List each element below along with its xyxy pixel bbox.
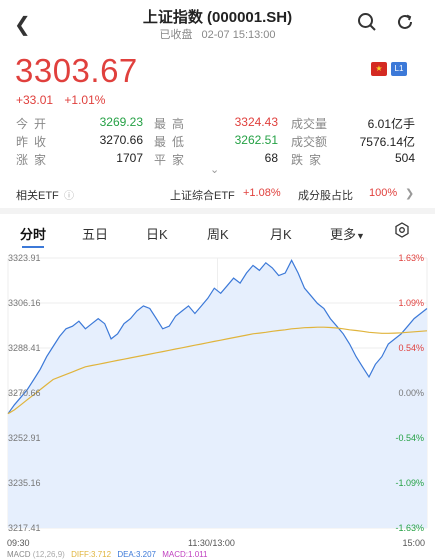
component-value: 100% [369,187,398,199]
expand-chevron-icon[interactable]: ⌄ [210,164,220,176]
y-tick-label-left: 3217.41 [8,523,41,533]
quote-row: 涨家 1707 平家 68 跌家 504 [16,149,421,167]
level1-badge[interactable]: L1 [391,62,407,76]
low-value: 3262.51 [234,133,278,147]
y-tick-label-right: -0.54% [395,433,424,443]
tab-monthly-k[interactable]: 月K [270,227,292,242]
component-label[interactable]: 成分股占比 [298,190,353,202]
macd-value: MACD:1.011 [162,550,208,559]
divider [0,208,435,214]
tab-daily-k[interactable]: 日K [146,227,168,242]
turnover-value: 7576.14亿 [359,135,415,149]
turnover-label: 成交额 [291,135,328,149]
average-price-line [7,326,428,415]
macd-label[interactable]: MACD [7,550,31,559]
y-tick-label-left: 3252.91 [8,433,41,443]
related-etf-label[interactable]: 相关ETF [16,190,59,202]
y-tick-label-right: 1.09% [398,298,424,308]
tab-intraday[interactable]: 分时 [20,227,47,242]
status-text: 已收盘 [159,29,193,41]
etf-name[interactable]: 上证综合ETF [170,190,235,202]
prev-close-value: 3270.66 [99,133,143,147]
x-tick-label: 15:00 [402,538,425,548]
y-tick-label-left: 3306.16 [8,298,41,308]
unchanged-label: 平家 [154,153,191,167]
caret-down-icon: ▼ [356,231,365,241]
index-price: 3303.67 [15,52,138,89]
etf-change: +1.08% [243,187,281,199]
top-bar: ❮ 上证指数 (000001.SH) 已收盘 02-07 15:13:00 [0,0,435,44]
page-title: 上证指数 (000001.SH) [142,9,293,26]
y-tick-label-right: -1.09% [395,478,424,488]
quote-row: 今开 3269.23 最高 3324.43 成交量 6.01亿手 [16,113,421,131]
search-icon[interactable] [357,12,377,37]
x-tick-label: 09:30 [7,538,30,548]
volume-value: 6.01亿手 [367,117,415,131]
y-tick-label-left: 3235.16 [8,478,41,488]
status-datetime: 02-07 15:13:00 [201,29,276,41]
y-tick-label-right: -1.63% [395,523,424,533]
settings-hexagon-icon[interactable] [394,222,410,241]
macd-dea: DEA:3.207 [117,550,157,559]
open-label: 今开 [16,117,53,131]
y-axis-labels: 3323.91 1.63% 3306.16 1.09% 3288.41 0.54% 3270… [8,253,424,533]
macd-params: (12,26,9) [32,550,65,559]
y-tick-label-left: 3288.41 [8,343,41,353]
active-tab-indicator [22,246,44,248]
y-tick-label-right: 0.54% [398,343,424,353]
y-tick-label-left: 3270.66 [8,388,41,398]
change-percent: +1.01% [64,93,106,107]
refresh-icon[interactable] [395,12,415,37]
quote-row: 昨收 3270.66 最低 3262.51 成交额 7576.14亿 [16,131,421,149]
price-change: +33.01 +1.01% [16,93,113,107]
advancers-label: 涨家 [16,153,53,167]
advancers-value: 1707 [116,151,143,165]
x-tick-label: 11:30/13:00 [188,538,235,548]
macd-diff: DIFF:3.712 [71,550,112,559]
back-chevron-icon[interactable]: ❮ [14,14,31,36]
market-status: 已收盘 02-07 15:13:00 [0,26,435,42]
quote-table: 今开 3269.23 最高 3324.43 成交量 6.01亿手 昨收 3270… [16,113,421,167]
low-label: 最低 [154,135,191,149]
china-flag-icon: ★ [371,62,387,76]
tab-weekly-k[interactable]: 周K [207,227,229,242]
macd-readout: MACD (12,26,9) DIFF:3.712 DEA:3.207 MACD… [7,550,207,559]
price-line [7,258,428,415]
tab-more-label: 更多 [330,227,357,242]
change-value: +33.01 [16,93,54,107]
tab-more[interactable]: 更多▼ [330,224,365,243]
etf-bar: 相关ETF ⓘ 上证综合ETF +1.08% 成分股占比 100% ❯ [0,180,435,208]
y-tick-label-left: 3323.91 [8,253,41,263]
decliners-label: 跌家 [291,153,328,167]
y-tick-label-right: 0.00% [398,388,424,398]
high-label: 最高 [154,117,191,131]
tab-five-day[interactable]: 五日 [82,227,109,242]
chevron-right-icon[interactable]: ❯ [405,188,415,200]
prev-close-label: 昨收 [16,135,53,149]
chart-tabs: 分时 五日 日K 周K 月K 更多▼ [0,214,435,250]
volume-label: 成交量 [291,117,328,131]
unchanged-value: 68 [264,151,278,165]
open-value: 3269.23 [99,115,143,129]
high-value: 3324.43 [234,115,278,129]
price-area [8,260,427,528]
decliners-value: 504 [394,151,415,165]
y-tick-label-right: 1.63% [398,253,424,263]
info-icon[interactable]: ⓘ [64,191,74,202]
intraday-chart[interactable]: 3323.91 1.63% 3306.16 1.09% 3288.41 0.54% 3270… [0,250,435,538]
